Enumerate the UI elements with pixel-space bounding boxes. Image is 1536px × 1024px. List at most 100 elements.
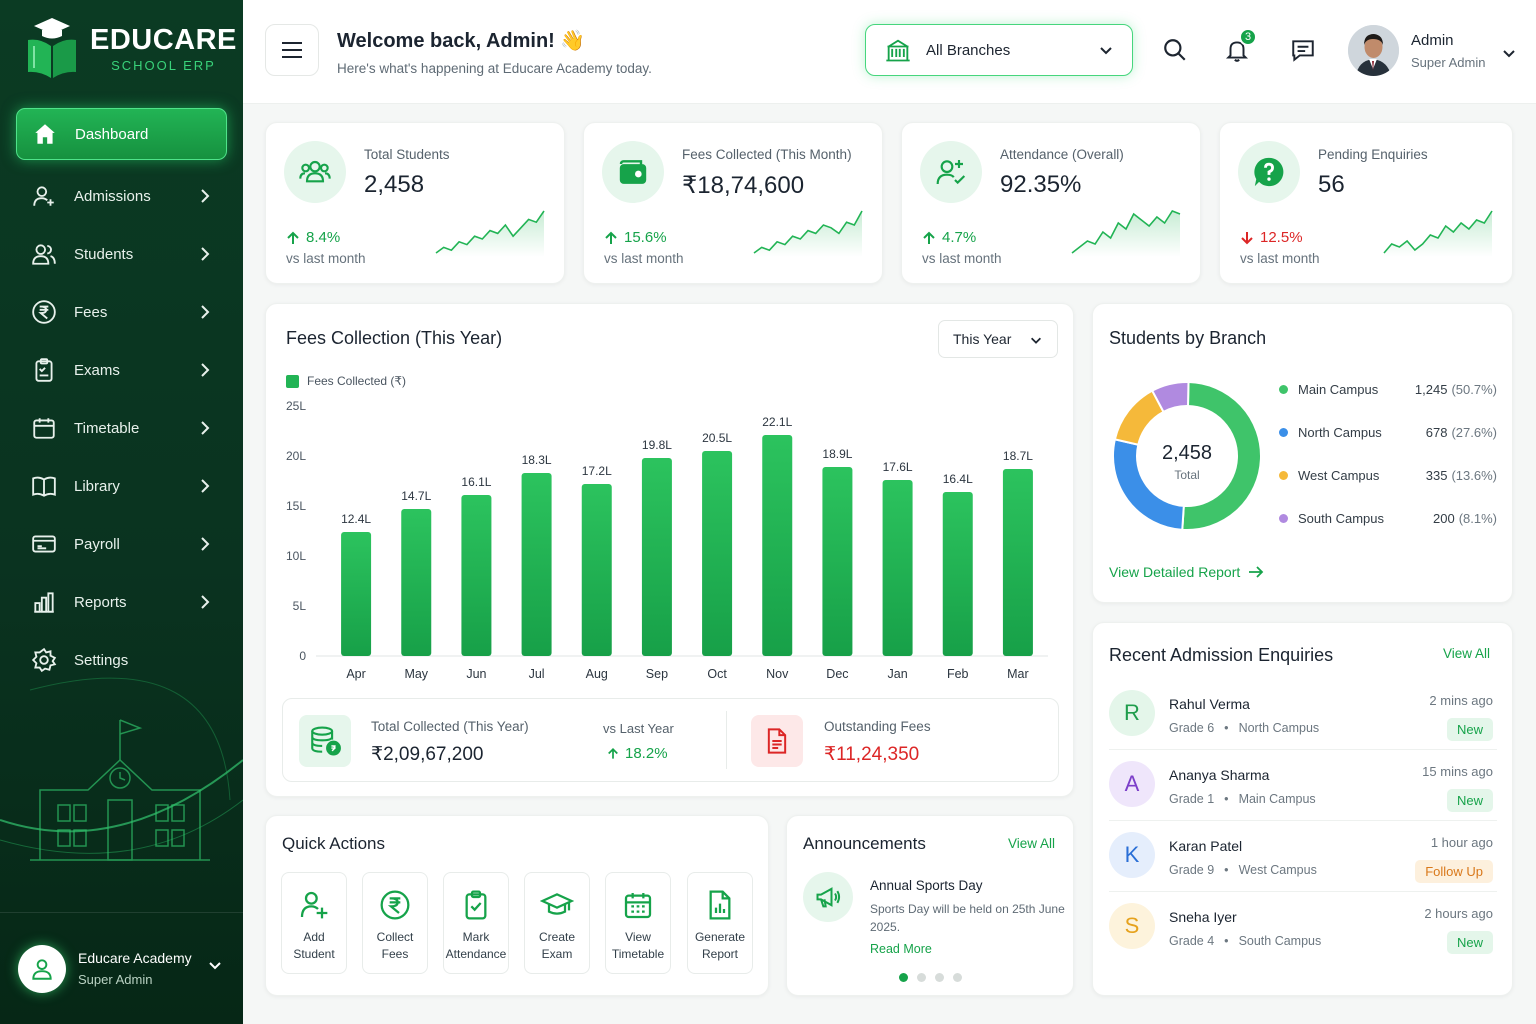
status-badge: New [1446, 718, 1493, 741]
enquiry-time: 15 mins ago [1422, 764, 1493, 779]
enquiry-meta: Grade 4 • South Campus [1169, 934, 1321, 948]
total-collected-label: Total Collected (This Year) [371, 719, 529, 734]
carousel-dot[interactable] [935, 973, 944, 982]
enquiry-row[interactable]: S Sneha Iyer Grade 4 • South Campus 2 hour… [1109, 893, 1497, 963]
stat-card-fees-collected[interactable]: Fees Collected (This Month) ₹18,74,600 1… [583, 122, 883, 284]
chevron-down-icon [1100, 47, 1112, 55]
sidebar-item-payroll[interactable]: Payroll [16, 518, 227, 570]
admin-menu[interactable]: Admin Super Admin [1411, 32, 1485, 70]
sparkline [1383, 210, 1493, 257]
enquiries-view-all-link[interactable]: View All [1442, 646, 1490, 661]
bell-icon [1225, 41, 1249, 62]
stat-card-pending-enquiries[interactable]: Pending Enquiries 56 12.5% vs last month [1219, 122, 1513, 284]
legend-pct: (8.1%) [1458, 511, 1497, 526]
announcements-view-all-link[interactable]: View All [1007, 836, 1055, 851]
link-label: View Detailed Report [1109, 564, 1241, 580]
view-timetable-button[interactable]: View Timetable [605, 872, 671, 974]
year-filter-label: This Year [953, 331, 1012, 347]
enquiry-avatar: K [1109, 832, 1155, 878]
chevron-down-icon[interactable] [207, 957, 223, 973]
sidebar-user-card[interactable]: Educare Academy Super Admin [0, 912, 243, 1024]
sparkline-area [1384, 211, 1492, 257]
book-icon [30, 472, 58, 500]
enquiry-name: Sneha Iyer [1169, 909, 1237, 925]
branch-selector[interactable]: All Branches [865, 24, 1133, 76]
x-tick-label: May [404, 667, 428, 681]
add-student-button[interactable]: Add Student [281, 872, 347, 974]
stat-change-value: 15.6% [624, 229, 667, 246]
welcome-title: Welcome back, Admin! 👋 [337, 30, 586, 52]
stat-card-attendance[interactable]: Attendance (Overall) 92.35% 4.7% vs last… [901, 122, 1201, 284]
stat-compare-label: vs last month [286, 251, 366, 266]
announcement-body: Sports Day will be held on 25th June 202… [870, 902, 1065, 934]
search-icon [1164, 39, 1186, 61]
search-button[interactable] [1161, 36, 1189, 64]
label-line: Student [293, 947, 335, 961]
clipboard-icon [30, 356, 58, 384]
branch-legend-west: West Campus 335 (13.6%) [1279, 468, 1497, 483]
create-exam-button[interactable]: Create Exam [524, 872, 590, 974]
branch-selector-label: All Branches [926, 41, 1011, 59]
sidebar-item-fees[interactable]: Fees [16, 286, 227, 338]
sidebar-item-library[interactable]: Library [16, 460, 227, 512]
generate-report-button[interactable]: Generate Report [687, 872, 753, 974]
bar-data-label: 17.2L [582, 464, 612, 478]
arrow-up-icon [923, 231, 935, 244]
sidebar-nav: Dashboard Admissions Students Fees Exams… [16, 108, 227, 686]
stat-compare-label: vs last month [922, 251, 1002, 266]
stat-card-total-students[interactable]: Total Students 2,458 8.4% vs last month [265, 122, 565, 284]
enquiry-row[interactable]: R Rahul Verma Grade 6 • North Campus 2 min… [1109, 680, 1497, 750]
sidebar-item-settings[interactable]: Settings [16, 634, 227, 686]
bar-data-label: 18.3L [522, 453, 552, 467]
outstanding-fees-value: ₹11,24,350 [824, 744, 920, 765]
school-building-illustration [30, 719, 210, 861]
users-icon [30, 240, 58, 268]
building-icon [886, 39, 910, 62]
label-line: View [625, 930, 651, 944]
separator-dot: • [1224, 792, 1229, 806]
sidebar-item-reports[interactable]: Reports [16, 576, 227, 628]
legend-pct: (13.6%) [1451, 468, 1497, 483]
view-detailed-report-link[interactable]: View Detailed Report [1109, 564, 1264, 580]
sidebar-item-students[interactable]: Students [16, 228, 227, 280]
x-tick-label: Aug [586, 667, 608, 681]
mark-attendance-button[interactable]: Mark Attendance [443, 872, 509, 974]
admin-avatar[interactable] [1348, 25, 1399, 76]
chevron-down-icon[interactable] [1501, 45, 1517, 61]
sparkline [753, 210, 863, 257]
menu-toggle-button[interactable] [265, 24, 319, 76]
branch-donut-chart [1112, 380, 1262, 531]
collect-fees-button[interactable]: Collect Fees [362, 872, 428, 974]
notifications-button[interactable]: 3 [1223, 28, 1257, 64]
read-more-link[interactable]: Read More [870, 942, 932, 956]
carousel-dot-active[interactable] [899, 973, 908, 982]
user-plus-icon [30, 182, 58, 210]
bar-jan [882, 480, 913, 656]
rupee-icon [30, 298, 58, 326]
divider [726, 711, 727, 769]
stat-value: ₹18,74,600 [682, 172, 805, 199]
carousel-dot[interactable] [917, 973, 926, 982]
enquiry-campus: South Campus [1238, 934, 1322, 948]
quick-action-label: Create Exam [525, 929, 589, 963]
sidebar-item-exams[interactable]: Exams [16, 344, 227, 396]
enquiry-row[interactable]: A Ananya Sharma Grade 1 • Main Campus 15 m… [1109, 751, 1497, 821]
bar-sep [641, 458, 672, 656]
sidebar-item-dashboard[interactable]: Dashboard [16, 108, 227, 160]
quick-actions-title: Quick Actions [282, 834, 385, 853]
sidebar-item-timetable[interactable]: Timetable [16, 402, 227, 454]
carousel-dot[interactable] [953, 973, 962, 982]
y-tick-label: 20L [286, 449, 306, 463]
sidebar-item-label: Dashboard [75, 125, 149, 143]
enquiry-name: Karan Patel [1169, 838, 1243, 854]
app-logo[interactable]: EDUCARE SCHOOL ERP [24, 16, 237, 82]
donut-center-value: 2,458 [1161, 442, 1213, 464]
sidebar-item-admissions[interactable]: Admissions [16, 170, 227, 222]
stat-change: 4.7% [922, 229, 976, 246]
year-filter-dropdown[interactable]: This Year [938, 320, 1058, 358]
label-line: Generate [694, 930, 746, 944]
outstanding-fees-label: Outstanding Fees [824, 719, 931, 734]
enquiry-row[interactable]: K Karan Patel Grade 9 • West Campus 1 hour… [1109, 822, 1497, 892]
messages-button[interactable] [1289, 36, 1317, 64]
bar-data-label: 12.4L [341, 512, 371, 526]
